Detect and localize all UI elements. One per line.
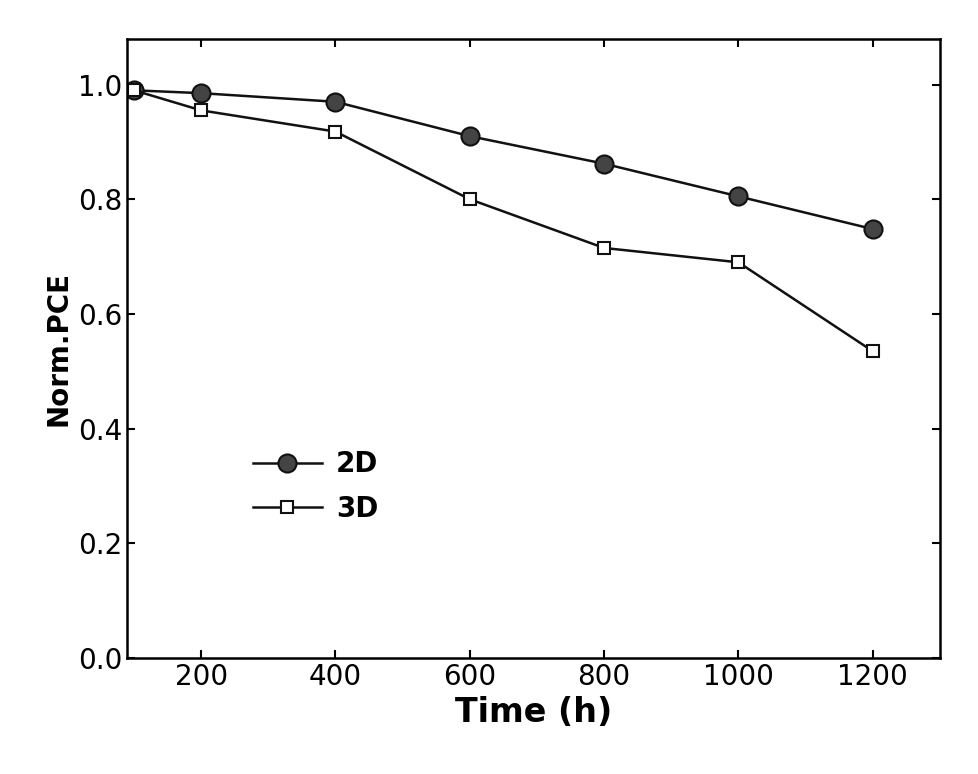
3D — [128, 86, 140, 95]
2D — [732, 192, 743, 201]
Legend: 2D, 3D: 2D, 3D — [239, 437, 392, 537]
Line: 3D: 3D — [127, 84, 878, 358]
Line: 2D: 2D — [125, 81, 881, 238]
2D — [128, 86, 140, 95]
3D — [330, 127, 341, 136]
3D — [866, 347, 877, 356]
3D — [195, 106, 206, 115]
2D — [464, 132, 475, 141]
Y-axis label: Norm.PCE: Norm.PCE — [44, 271, 72, 426]
3D — [732, 258, 743, 267]
2D — [330, 97, 341, 106]
3D — [464, 194, 475, 204]
2D — [598, 159, 609, 168]
3D — [598, 243, 609, 252]
2D — [195, 88, 206, 98]
X-axis label: Time (h): Time (h) — [455, 697, 611, 729]
2D — [866, 224, 877, 234]
